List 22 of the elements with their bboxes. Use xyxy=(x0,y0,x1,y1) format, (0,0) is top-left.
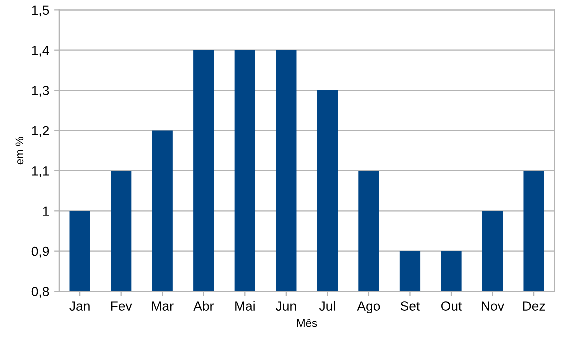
x-tick-label: Out xyxy=(441,302,462,311)
x-tick-label: Mar xyxy=(152,302,174,311)
x-tick-label: Ago xyxy=(357,302,380,314)
x-tick-label: Mai xyxy=(236,301,255,311)
y-tick-label: 0,8 xyxy=(32,287,50,298)
x-tick-label: Jul xyxy=(319,301,336,311)
x-tick-label: Jan xyxy=(70,302,90,311)
y-tick-label: 1,3 xyxy=(32,86,50,98)
x-tick-label: Set xyxy=(400,302,420,311)
y-tick-label: 1,2 xyxy=(32,126,50,138)
y-tick-label: 1,5 xyxy=(32,6,50,17)
y-tick-label: 0,9 xyxy=(32,246,50,258)
y-axis-title: em % xyxy=(16,137,24,165)
x-tick-label: Nov xyxy=(482,302,504,311)
y-tick-label: 1,4 xyxy=(32,46,50,57)
x-tick-label: Dez xyxy=(523,302,546,311)
x-axis-title: Mês xyxy=(297,319,318,328)
y-tick-label: 1 xyxy=(43,206,50,216)
x-tick-label: Fev xyxy=(111,302,132,311)
y-tick-label: 1,1 xyxy=(32,166,50,178)
x-tick-label: Abr xyxy=(194,301,214,311)
x-tick-label: Jun xyxy=(276,302,296,311)
